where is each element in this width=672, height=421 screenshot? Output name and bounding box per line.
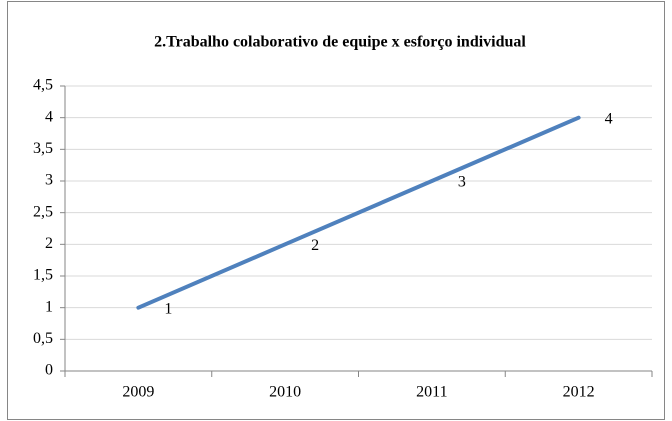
- x-tick-label: 2009: [122, 384, 154, 401]
- y-tick-label: 0: [45, 362, 53, 379]
- data-label: 3: [458, 174, 466, 191]
- x-tick-label: 2011: [416, 384, 447, 401]
- data-label: 2: [311, 237, 319, 254]
- chart-border: [7, 1, 665, 420]
- y-tick-label: 4: [45, 108, 53, 125]
- y-tick-label: 2: [45, 235, 53, 252]
- data-label: 1: [164, 300, 172, 317]
- y-tick-label: 1: [45, 298, 53, 315]
- y-tick-label: 4,5: [33, 77, 53, 94]
- data-line: [136, 115, 581, 310]
- chart-title: 2.Trabalho colaborativo de equipe x esfo…: [154, 34, 526, 51]
- x-tick-label: 2010: [269, 384, 301, 401]
- y-tick-label: 3,5: [33, 140, 53, 157]
- y-tick-label: 0,5: [33, 330, 53, 347]
- data-label: 4: [605, 110, 613, 127]
- y-tick-label: 1,5: [33, 267, 53, 284]
- y-tick-label: 2,5: [33, 203, 53, 220]
- y-tick-label: 3: [45, 172, 53, 189]
- x-tick-label: 2012: [563, 384, 595, 401]
